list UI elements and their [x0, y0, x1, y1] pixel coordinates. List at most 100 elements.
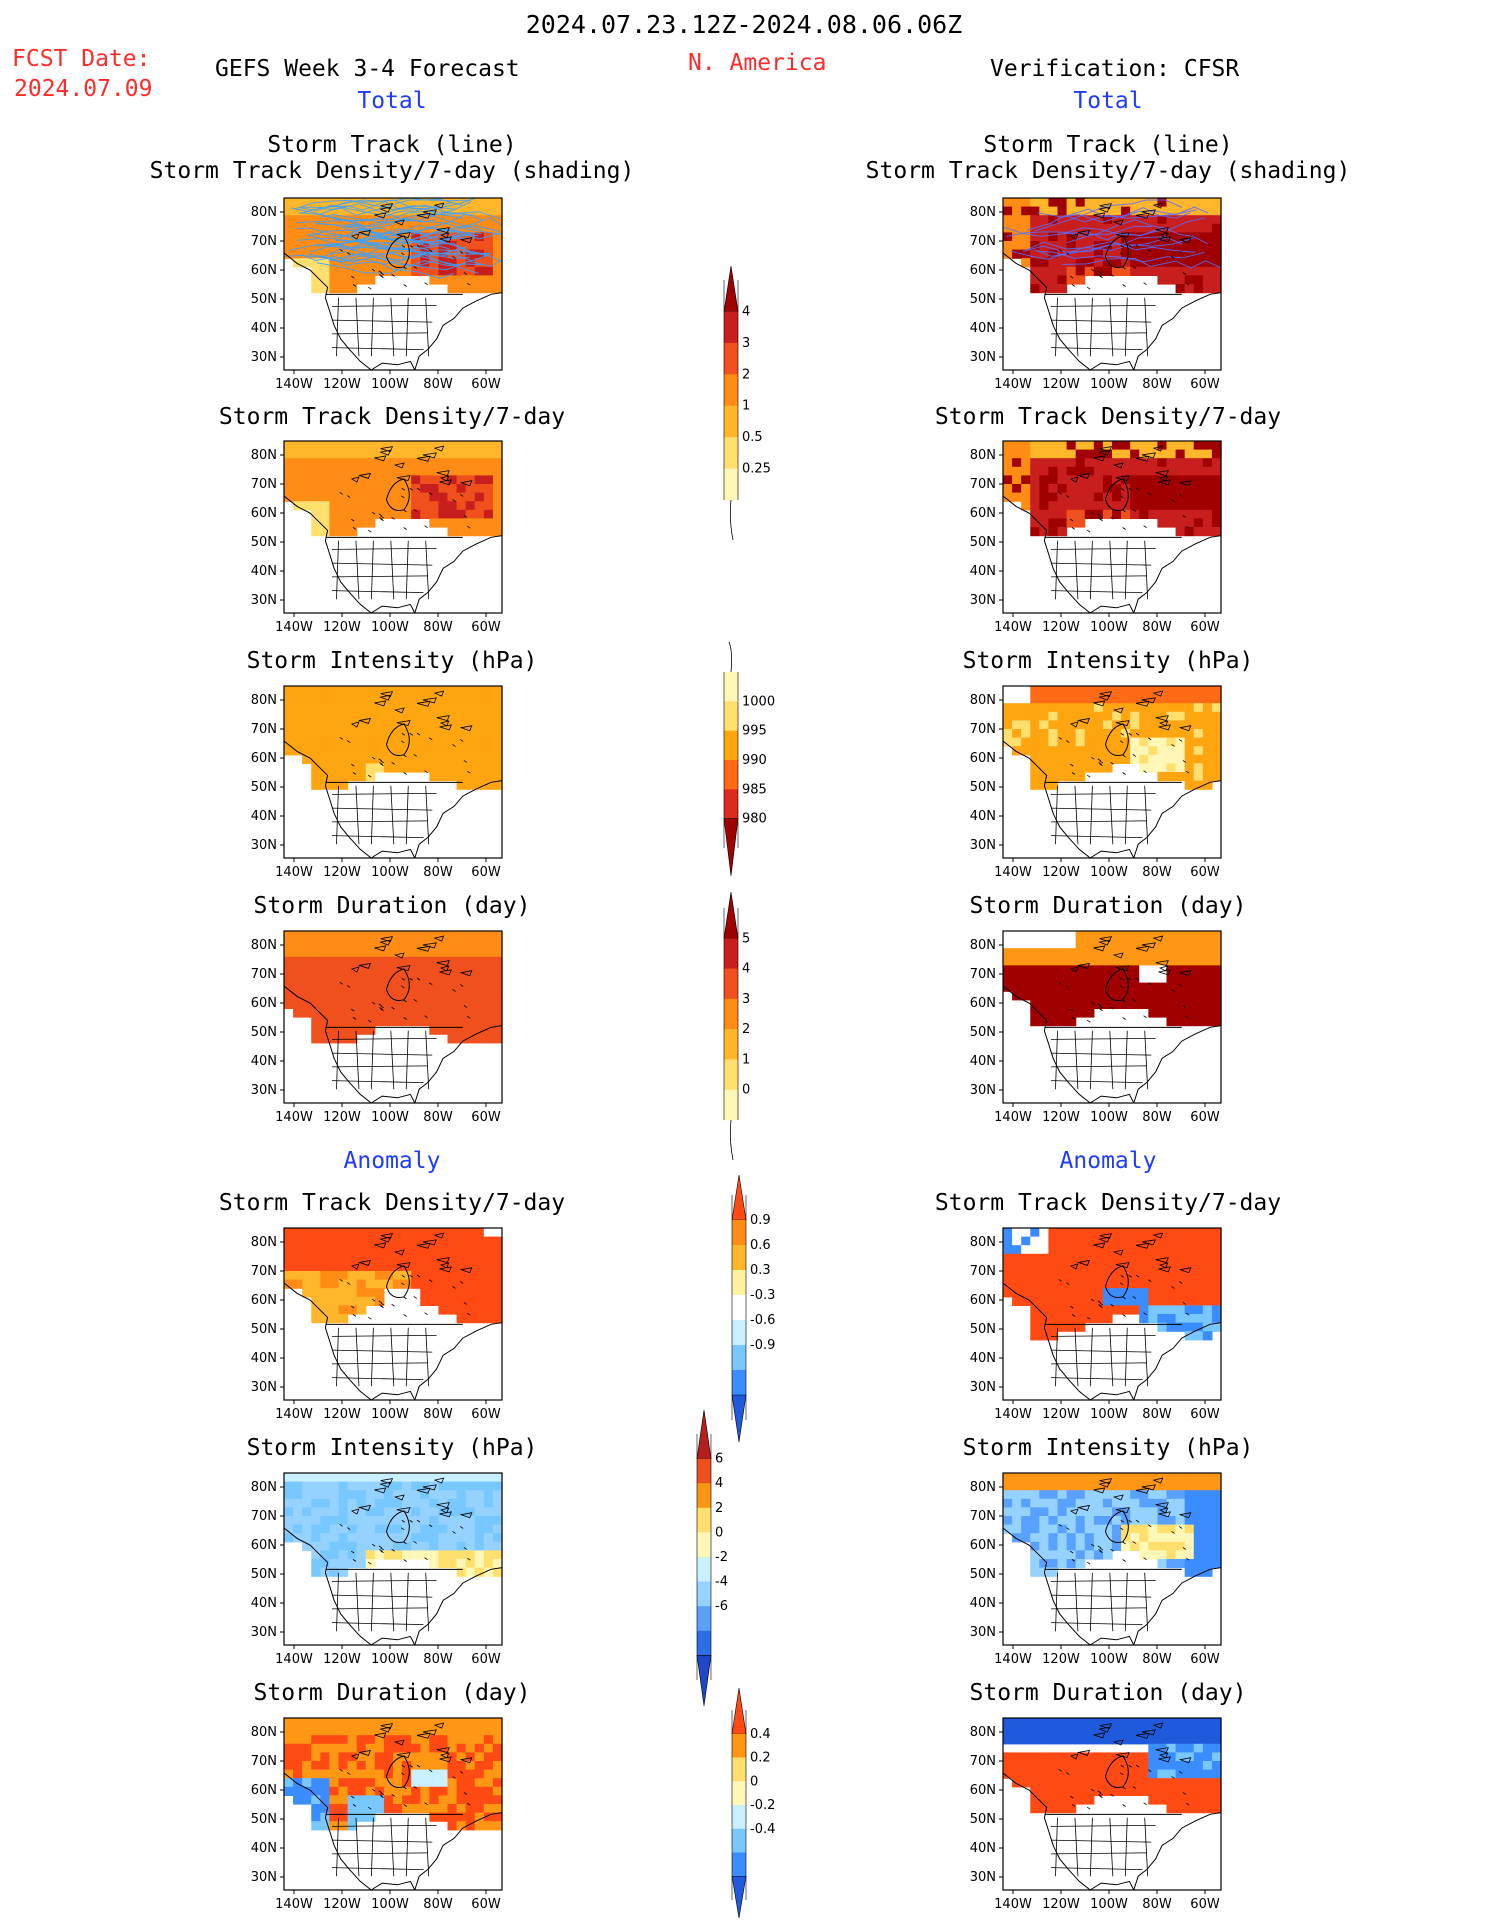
heatmap-cell: [311, 441, 321, 451]
heatmap-cell: [1121, 1296, 1131, 1306]
heatmap-cell: [1030, 686, 1040, 696]
heatmap-cell: [1148, 1008, 1159, 1018]
heatmap-cell: [320, 466, 331, 476]
heatmap-cell: [374, 1490, 385, 1500]
heatmap-cell: [447, 1296, 458, 1306]
heatmap-cell: [1066, 258, 1077, 268]
heatmap-cell: [1202, 1271, 1213, 1281]
heatmap-cell: [465, 223, 476, 233]
heatmap-cell: [1175, 1541, 1186, 1551]
heatmap-cell: [1148, 249, 1159, 259]
heatmap-cell: [329, 1524, 340, 1534]
heatmap-cell: [1084, 1228, 1095, 1238]
heatmap-cell: [483, 232, 494, 242]
heatmap-cell: [1021, 1524, 1031, 1534]
heatmap-cell: [465, 939, 476, 949]
heatmap-cell: [1048, 780, 1059, 790]
heatmap-cell: [329, 501, 340, 511]
heatmap-cell: [474, 1490, 485, 1500]
heatmap-cell: [1157, 518, 1168, 528]
heatmap-cell: [320, 223, 331, 233]
heatmap-cell: [1057, 1541, 1068, 1551]
x-tick-label: 60W: [1190, 1897, 1220, 1912]
heatmap-cell: [293, 1279, 303, 1289]
colorbar-swatch: [724, 998, 738, 1030]
heatmap-cell: [1039, 492, 1050, 502]
heatmap-cell: [1148, 1314, 1159, 1324]
heatmap-cell: [1211, 198, 1222, 208]
heatmap-cell: [356, 694, 367, 704]
heatmap-cell: [302, 711, 312, 721]
heatmap-cell: [1003, 1507, 1013, 1517]
heatmap-cell: [1066, 746, 1077, 756]
heatmap-cell: [474, 266, 485, 276]
heatmap-cell: [338, 931, 349, 941]
heatmap-cell: [1139, 999, 1149, 1009]
heatmap-cell: [1184, 527, 1195, 537]
y-tick-label: 30N: [970, 1870, 996, 1885]
heatmap-cell: [1148, 198, 1159, 208]
heatmap-cell: [1211, 1541, 1222, 1551]
heatmap-cell: [1175, 466, 1186, 476]
heatmap-cell: [383, 754, 394, 764]
heatmap-cell: [374, 492, 385, 502]
heatmap-cell: [329, 458, 340, 468]
heatmap-cell: [320, 1490, 331, 1500]
heatmap-cell: [465, 1769, 476, 1779]
heatmap-cell: [402, 1550, 412, 1560]
heatmap-cell: [1039, 754, 1050, 764]
heatmap-cell: [1048, 686, 1059, 696]
heatmap-cell: [1175, 501, 1186, 511]
heatmap-cell: [1075, 720, 1086, 730]
heatmap-cell: [1003, 1288, 1013, 1298]
heatmap-cell: [1148, 703, 1159, 713]
panel-title-v5: Storm Track Density/7-day: [934, 1190, 1282, 1216]
heatmap-cell: [1148, 1550, 1159, 1560]
heatmap-cell: [1166, 1726, 1177, 1736]
colorbar-swatch: [696, 1655, 712, 1707]
heatmap-cell: [429, 1236, 440, 1246]
heatmap-cell: [1202, 223, 1213, 233]
heatmap-cell: [1130, 965, 1140, 975]
heatmap-cell: [1084, 1550, 1095, 1560]
heatmap-cell: [456, 484, 467, 494]
heatmap-cell: [1048, 703, 1059, 713]
heatmap-cell: [465, 974, 476, 984]
heatmap-cell: [1166, 1769, 1177, 1779]
heatmap-cell: [1211, 1228, 1222, 1238]
heatmap-cell: [293, 258, 303, 268]
heatmap-cell: [474, 729, 485, 739]
heatmap-cell: [1075, 1322, 1086, 1332]
heatmap-cell: [1012, 458, 1022, 468]
heatmap-cell: [284, 711, 294, 721]
heatmap-cell: [311, 284, 321, 294]
heatmap-cell: [465, 1288, 476, 1298]
heatmap-cell: [302, 1271, 312, 1281]
heatmap-cell: [347, 1236, 358, 1246]
heatmap-cell: [1075, 729, 1086, 739]
heatmap-cell: [1084, 232, 1095, 242]
heatmap-cell: [320, 711, 331, 721]
x-tick-label: 140W: [994, 865, 1032, 880]
heatmap-cell: [311, 1279, 321, 1289]
heatmap-cell: [465, 1533, 476, 1543]
heatmap-cell: [411, 1262, 421, 1272]
heatmap-cell: [293, 1786, 303, 1796]
heatmap-cell: [1184, 501, 1195, 511]
heatmap-cell: [1202, 780, 1213, 790]
heatmap-cell: [1202, 694, 1213, 704]
heatmap-cell: [483, 1567, 494, 1577]
heatmap-cell: [1130, 1735, 1140, 1745]
heatmap-cell: [293, 1795, 303, 1805]
heatmap-cell: [1048, 275, 1059, 285]
heatmap-cell: [338, 1279, 349, 1289]
heatmap-cell: [338, 1314, 349, 1324]
heatmap-cell: [1130, 475, 1140, 485]
heatmap-cell: [1066, 1305, 1077, 1315]
heatmap-cell: [393, 1481, 403, 1491]
heatmap-cell: [320, 1262, 331, 1272]
heatmap-cell: [1066, 466, 1077, 476]
heatmap-cell: [1193, 763, 1204, 773]
heatmap-cell: [383, 266, 394, 276]
